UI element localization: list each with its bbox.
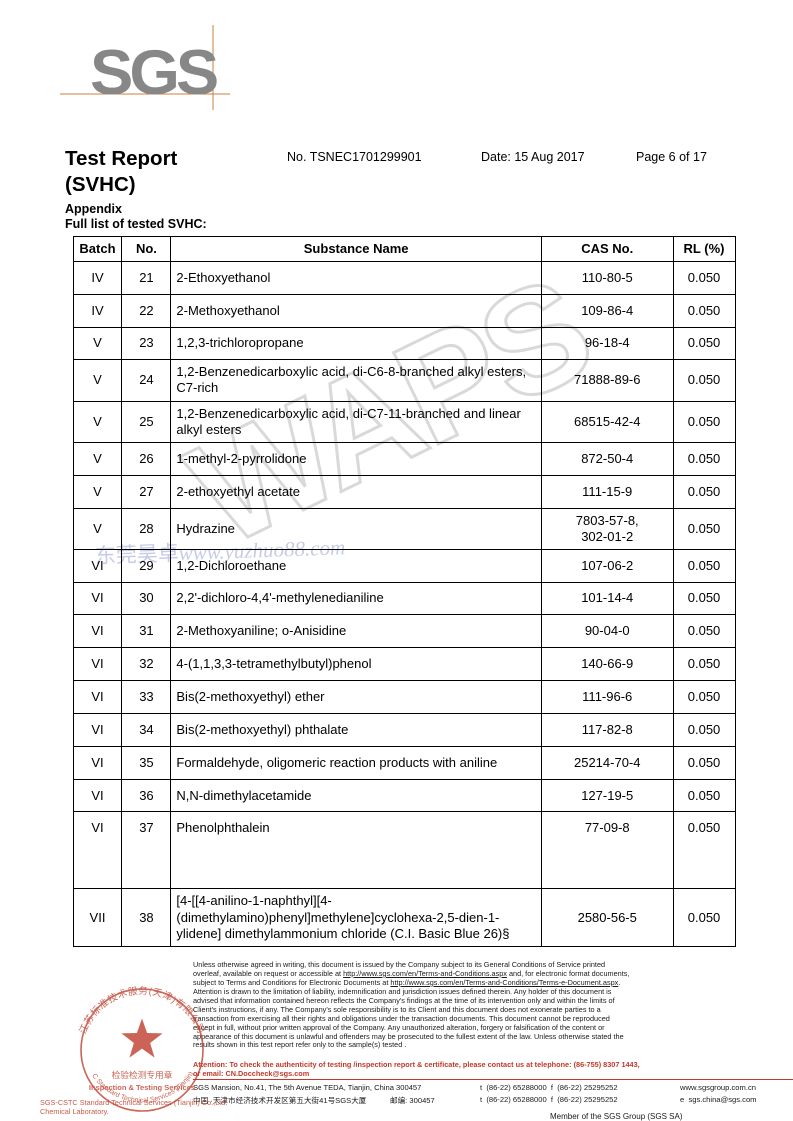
svg-text:SGS: SGS — [90, 37, 218, 108]
svg-text:检验检测专用章: 检验检测专用章 — [112, 1069, 173, 1080]
